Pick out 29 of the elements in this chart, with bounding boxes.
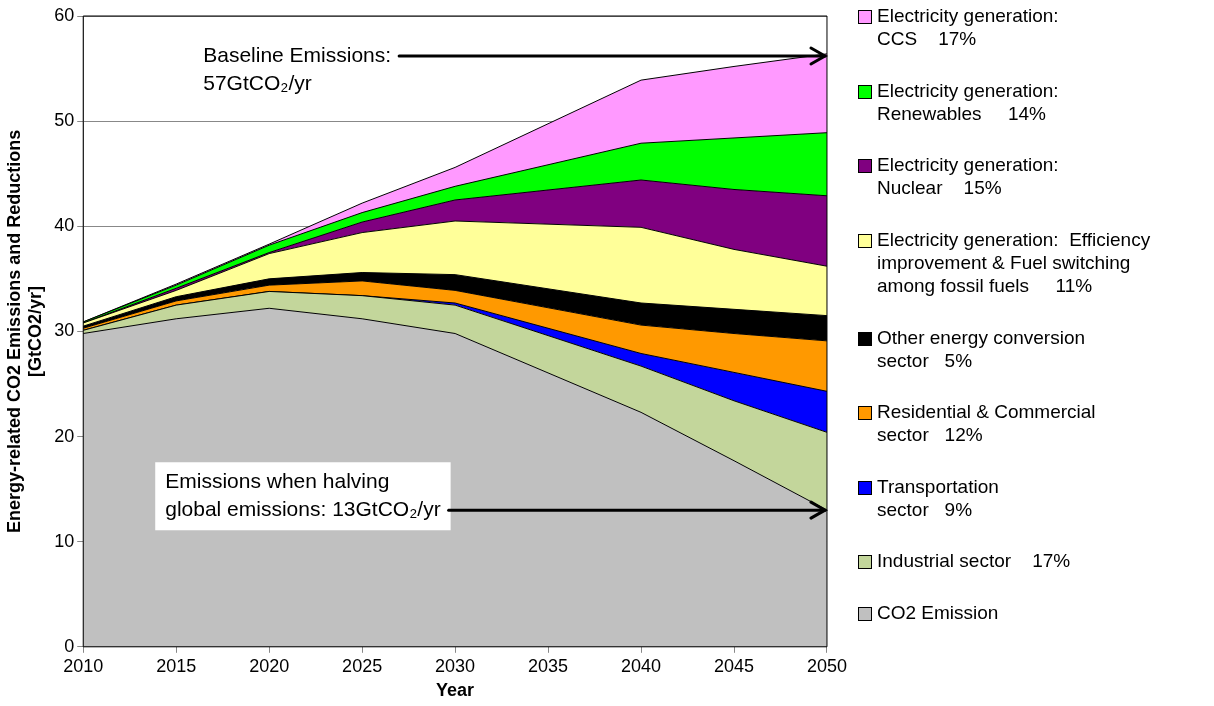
legend-label: Transportation sector 9% xyxy=(877,474,999,521)
x-tick-label: 2035 xyxy=(528,655,569,676)
y-tick-label: 10 xyxy=(54,530,75,551)
legend-label: Electricity generation: Nuclear 15% xyxy=(877,153,1059,200)
x-tick-label: 2015 xyxy=(156,655,197,676)
y-tick-label: 30 xyxy=(54,320,75,341)
y-tick-label: 20 xyxy=(54,425,75,446)
x-tick-label: 2020 xyxy=(249,655,290,676)
y-tick-label: 60 xyxy=(54,4,75,25)
x-tick-label: 2050 xyxy=(806,655,847,676)
x-tick-label: 2040 xyxy=(621,655,662,676)
y-axis-title: Energy-related CO2 Emissions and Reductions [GtCO2/yr] xyxy=(3,129,46,533)
x-tick-label: 2025 xyxy=(342,655,383,676)
annotation: Emissions when halving global emissions: 13GtCO₂/yr xyxy=(165,468,441,520)
legend-label: Residential & Commercial sector 12% xyxy=(877,400,1096,447)
legend-label: Industrial sector 17% xyxy=(877,549,1071,573)
y-tick-label: 0 xyxy=(64,635,75,656)
y-tick-label: 50 xyxy=(54,110,75,131)
legend-label: CO2 Emission xyxy=(877,601,999,624)
legend-label: Other energy conversion sector 5% xyxy=(877,325,1086,372)
legend-label: Electricity generation: Efficiency improvement & Fuel switching among fossil fuels 11% xyxy=(877,227,1151,297)
x-tick-label: 2045 xyxy=(713,655,755,676)
y-tick-label: 40 xyxy=(54,215,75,236)
x-axis-title: Year xyxy=(436,680,475,701)
legend-label: Electricity generation: CCS 17% xyxy=(877,4,1059,50)
annotation: Baseline Emissions: 57GtCO₂/yr xyxy=(203,42,392,94)
x-tick-label: 2030 xyxy=(435,655,476,676)
legend-label: Electricity generation: Renewables 14% xyxy=(877,78,1059,125)
x-tick-label: 2010 xyxy=(63,655,104,676)
